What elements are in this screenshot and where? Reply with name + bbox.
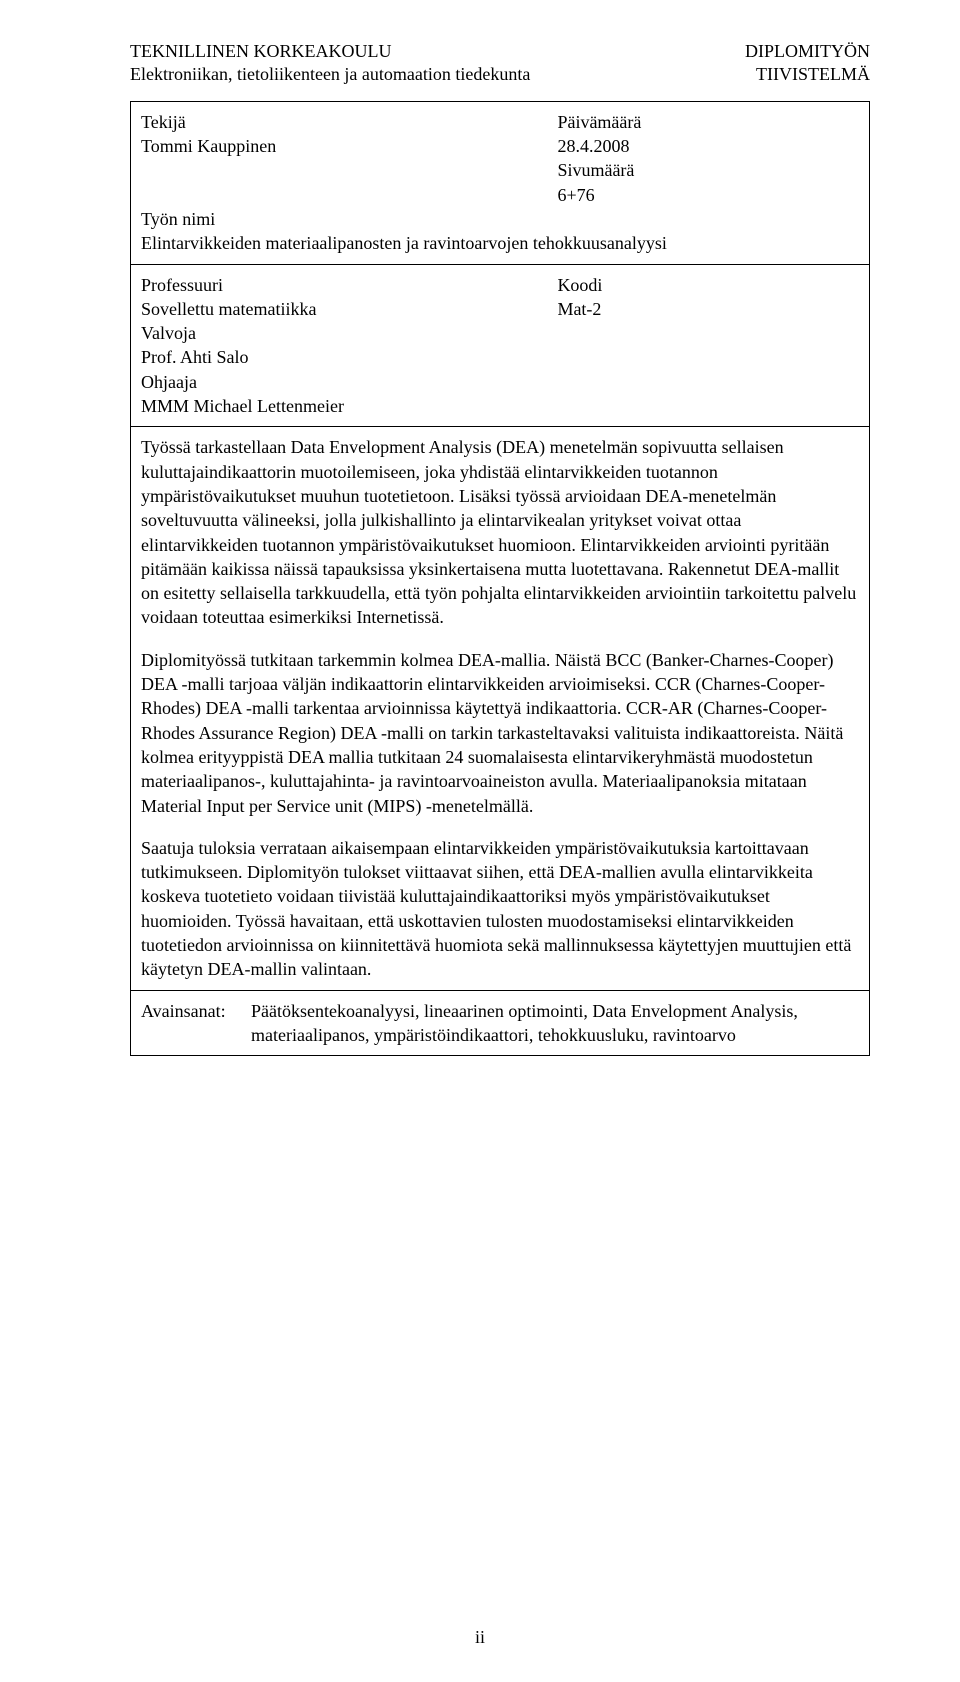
institution-name: TEKNILLINEN KORKEAKOULU: [130, 40, 530, 63]
keywords-cell: Avainsanat: Päätöksentekoanalyysi, linea…: [131, 990, 870, 1056]
supervisor-value: Prof. Ahti Salo: [141, 345, 859, 369]
page-header: TEKNILLINEN KORKEAKOULU Elektroniikan, t…: [130, 40, 870, 87]
page-container: TEKNILLINEN KORKEAKOULU Elektroniikan, t…: [0, 0, 960, 1682]
instructor-label: Ohjaaja: [141, 370, 859, 394]
header-right: DIPLOMITYÖN TIIVISTELMÄ: [745, 40, 870, 87]
abstract-cell: Työssä tarkastellaan Data Envelopment An…: [131, 427, 870, 990]
author-date-cell: Tekijä Tommi Kauppinen Päivämäärä 28.4.2…: [131, 101, 870, 264]
header-left: TEKNILLINEN KORKEAKOULU Elektroniikan, t…: [130, 40, 530, 87]
instructor-value: MMM Michael Lettenmeier: [141, 394, 859, 418]
abstract-paragraph-2: Diplomityössä tutkitaan tarkemmin kolmea…: [141, 648, 859, 818]
faculty-name: Elektroniikan, tietoliikenteen ja automa…: [130, 63, 530, 86]
pages-label: Sivumäärä: [557, 158, 859, 182]
chair-label: Professuuri: [141, 273, 557, 297]
author-name: Tommi Kauppinen: [141, 134, 557, 158]
supervisor-label: Valvoja: [141, 321, 859, 345]
title-value: Elintarvikkeiden materiaalipanosten ja r…: [141, 231, 859, 255]
page-number: ii: [0, 1627, 960, 1648]
date-label: Päivämäärä: [557, 110, 859, 134]
chair-value: Sovellettu matematiikka: [141, 297, 557, 321]
date-value: 28.4.2008: [557, 134, 859, 158]
keywords-value: Päätöksentekoanalyysi, lineaarinen optim…: [251, 999, 859, 1048]
code-label: Koodi: [557, 273, 859, 297]
pages-value: 6+76: [557, 183, 859, 207]
title-label: Työn nimi: [141, 207, 859, 231]
code-value: Mat-2: [557, 297, 859, 321]
abstract-paragraph-3: Saatuja tuloksia verrataan aikaisempaan …: [141, 836, 859, 982]
meta-cell: Professuuri Sovellettu matematiikka Kood…: [131, 264, 870, 427]
keywords-label: Avainsanat:: [141, 999, 251, 1048]
abstract-paragraph-1: Työssä tarkastellaan Data Envelopment An…: [141, 435, 859, 629]
author-label: Tekijä: [141, 110, 557, 134]
doc-type-line2: TIIVISTELMÄ: [745, 63, 870, 86]
doc-type-line1: DIPLOMITYÖN: [745, 40, 870, 63]
abstract-table: Tekijä Tommi Kauppinen Päivämäärä 28.4.2…: [130, 101, 870, 1056]
